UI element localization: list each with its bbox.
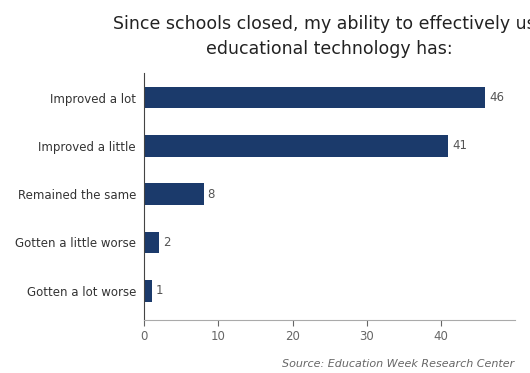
Bar	[144, 232, 159, 253]
Bar	[144, 183, 204, 205]
Text: 46: 46	[489, 91, 504, 104]
Text: 1: 1	[155, 284, 163, 297]
Text: 2: 2	[163, 236, 170, 249]
Text: Source: Education Week Research Center: Source: Education Week Research Center	[282, 359, 514, 369]
Text: 8: 8	[207, 188, 215, 201]
Text: 41: 41	[452, 140, 467, 152]
Bar	[144, 135, 448, 157]
Bar	[144, 87, 485, 109]
Bar	[144, 280, 152, 301]
Title: Since schools closed, my ability to effectively use
educational technology has:: Since schools closed, my ability to effe…	[113, 15, 530, 58]
